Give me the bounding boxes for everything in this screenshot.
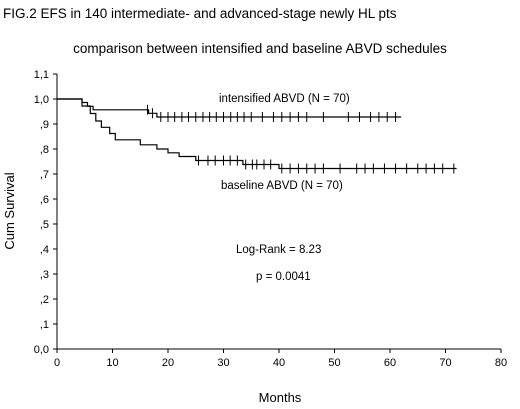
y-tick-label: ,8 bbox=[40, 144, 49, 156]
x-tick-label: 60 bbox=[384, 357, 396, 369]
y-axis-label: Cum Survival bbox=[2, 172, 17, 249]
x-tick-label: 10 bbox=[106, 357, 118, 369]
y-tick-label: ,5 bbox=[40, 219, 49, 231]
x-tick-label: 70 bbox=[439, 357, 451, 369]
chart-title: FIG.2 EFS in 140 intermediate- and advan… bbox=[3, 6, 397, 21]
x-axis-label: Months bbox=[259, 390, 302, 405]
x-tick-label: 40 bbox=[273, 357, 285, 369]
chart-subtitle: comparison between intensified and basel… bbox=[73, 41, 447, 56]
y-tick-label: ,3 bbox=[40, 269, 49, 281]
p-value-annotation: p = 0.0041 bbox=[256, 271, 311, 283]
y-tick-label: ,1 bbox=[40, 319, 49, 331]
y-tick-label: ,4 bbox=[40, 244, 49, 256]
y-tick-label: 1,0 bbox=[34, 94, 49, 106]
series-label-intensified: intensified ABVD (N = 70) bbox=[219, 93, 350, 105]
x-tick-label: 30 bbox=[217, 357, 229, 369]
logrank-annotation: Log-Rank = 8.23 bbox=[236, 244, 321, 256]
x-tick-label: 0 bbox=[54, 357, 60, 369]
series-line-baseline bbox=[57, 98, 457, 170]
x-tick-label: 50 bbox=[328, 357, 340, 369]
x-tick-label: 20 bbox=[162, 357, 174, 369]
x-tick-label: 80 bbox=[495, 357, 507, 369]
series-label-baseline: baseline ABVD (N = 70) bbox=[221, 180, 343, 192]
y-tick-label: 1,1 bbox=[34, 69, 49, 81]
y-tick-label: ,2 bbox=[40, 294, 49, 306]
y-tick-label: ,6 bbox=[40, 194, 49, 206]
y-tick-label: ,9 bbox=[40, 119, 49, 131]
y-tick-label: ,7 bbox=[40, 169, 49, 181]
y-tick-label: 0,0 bbox=[34, 344, 49, 356]
